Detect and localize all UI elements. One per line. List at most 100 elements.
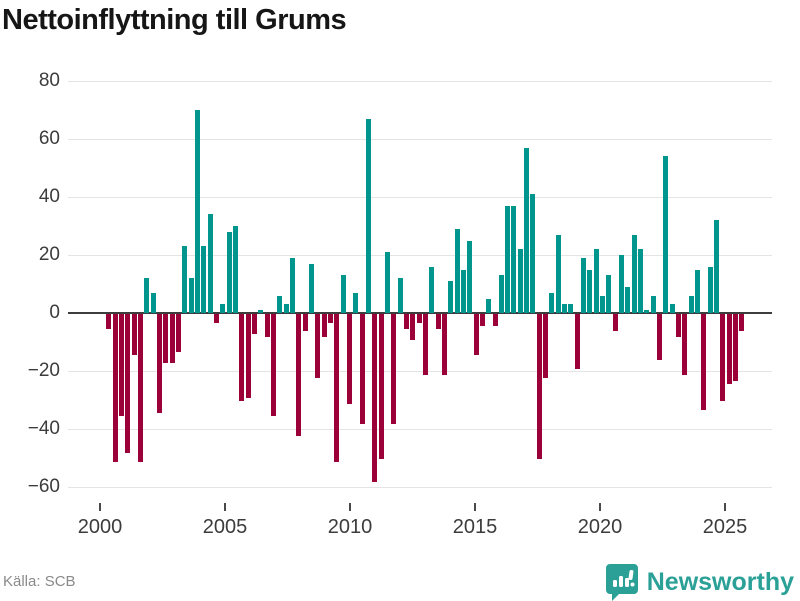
bar-2005Q1 [226, 231, 232, 313]
y-tick-label-60: 60 [38, 128, 60, 149]
bar-2003Q3 [188, 278, 194, 313]
bar-2007Q1 [277, 295, 283, 313]
bar-2021Q3 [644, 310, 650, 313]
bar-2006Q1 [251, 314, 257, 335]
bar-2008Q4 [321, 314, 327, 338]
bar-2025Q1 [733, 314, 739, 381]
bar-2015Q3 [492, 314, 498, 326]
bar-2002Q2 [157, 314, 163, 413]
bar-2017Q4 [549, 292, 555, 313]
bar-2020Q4 [625, 286, 631, 313]
bar-2015Q2 [486, 298, 492, 313]
x-tick-label-2015: 2015 [452, 516, 498, 538]
x-tick-mark-2000 [99, 503, 101, 511]
source-label: Källa: SCB [3, 573, 76, 590]
bar-2004Q2 [207, 214, 213, 313]
bar-2008Q2 [308, 263, 314, 313]
bar-2003Q4 [194, 110, 200, 313]
x-tick-mark-2025 [724, 503, 726, 511]
x-tick-label-2020: 2020 [577, 516, 623, 538]
bar-2014Q1 [454, 228, 460, 313]
gridline--20 [68, 370, 772, 372]
bar-2009Q3 [340, 275, 346, 313]
bar-2011Q3 [391, 314, 397, 425]
bar-2004Q4 [220, 304, 226, 313]
bar-2021Q2 [638, 249, 644, 313]
bar-2012Q2 [410, 314, 416, 341]
bar-2020Q3 [619, 255, 625, 313]
bar-2014Q2 [460, 269, 466, 313]
bar-2007Q4 [296, 314, 302, 436]
bar-2012Q4 [422, 314, 428, 375]
gridline-20 [68, 254, 772, 256]
x-tick-label-2025: 2025 [702, 516, 748, 538]
bar-2000Q3 [112, 314, 118, 462]
bar-2011Q4 [397, 278, 403, 313]
bar-2019Q3 [593, 249, 599, 313]
bar-2016Q4 [524, 147, 530, 313]
bar-2009Q1 [327, 314, 333, 323]
bar-2016Q2 [511, 205, 517, 313]
bar-2001Q4 [144, 278, 150, 313]
gridline--60 [68, 486, 772, 488]
newsworthy-wordmark: Newsworthy [646, 567, 794, 596]
bar-2013Q2 [435, 314, 441, 329]
y-tick-label-0: 0 [49, 302, 60, 323]
x-tick-label-2000: 2000 [77, 516, 123, 538]
bar-2002Q4 [169, 314, 175, 364]
bar-2019Q4 [600, 295, 606, 313]
bar-2005Q2 [232, 226, 238, 313]
bar-2014Q3 [467, 240, 473, 313]
bar-2019Q2 [587, 269, 593, 313]
gridline-60 [68, 138, 772, 140]
x-tick-mark-2005 [224, 503, 226, 511]
bar-2003Q2 [182, 246, 188, 313]
bar-2018Q4 [574, 314, 580, 370]
bar-2007Q3 [289, 257, 295, 313]
y-tick-label--60: −60 [27, 476, 60, 497]
y-tick-label-40: 40 [38, 186, 60, 207]
gridline-40 [68, 196, 772, 198]
bar-2016Q3 [517, 249, 523, 313]
bar-2024Q2 [714, 220, 720, 313]
bar-2023Q4 [701, 314, 707, 410]
bar-2006Q3 [264, 314, 270, 338]
chart-title: Nettoinflyttning till Grums [2, 4, 347, 36]
bar-2004Q1 [201, 246, 207, 313]
bar-2006Q2 [258, 310, 264, 313]
bar-2006Q4 [270, 314, 276, 416]
bar-2010Q2 [359, 314, 365, 425]
bar-2023Q3 [695, 269, 701, 313]
bar-2023Q1 [682, 314, 688, 375]
bar-2024Q4 [726, 314, 732, 384]
bar-2008Q3 [315, 314, 321, 378]
bar-2000Q2 [106, 314, 112, 329]
x-tick-mark-2020 [599, 503, 601, 511]
bar-2023Q2 [688, 295, 694, 313]
bar-2013Q3 [441, 314, 447, 375]
zero-axis-line [68, 312, 772, 314]
bar-2024Q3 [720, 314, 726, 401]
bar-2010Q3 [365, 118, 371, 313]
bar-2017Q2 [536, 314, 542, 459]
bar-2013Q4 [448, 281, 454, 313]
bar-2005Q3 [239, 314, 245, 401]
gridline-80 [68, 80, 772, 82]
bar-2022Q4 [676, 314, 682, 338]
bar-2013Q1 [429, 266, 435, 313]
bar-2004Q3 [213, 314, 219, 323]
bar-2012Q1 [403, 314, 409, 329]
bar-2018Q1 [555, 234, 561, 313]
gridline--40 [68, 428, 772, 430]
newsworthy-logo: Newsworthy [605, 563, 794, 601]
bar-2002Q3 [163, 314, 169, 364]
x-tick-label-2005: 2005 [202, 516, 248, 538]
y-tick-label-20: 20 [38, 244, 60, 265]
bar-2022Q3 [669, 304, 675, 313]
bar-2001Q3 [138, 314, 144, 462]
bar-2018Q2 [562, 304, 568, 313]
x-tick-mark-2015 [474, 503, 476, 511]
bar-2019Q1 [581, 257, 587, 313]
bar-2020Q1 [606, 275, 612, 313]
